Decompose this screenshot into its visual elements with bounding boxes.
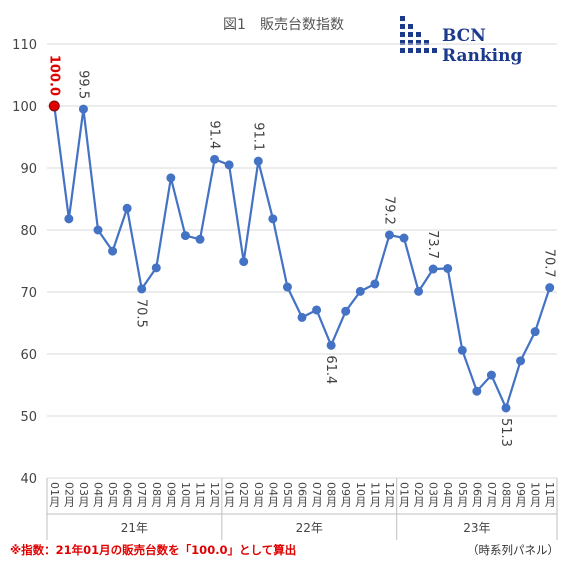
x-tick-label: 04月 [441, 482, 454, 507]
x-tick-label: 07月 [310, 482, 323, 507]
data-point [399, 233, 409, 243]
x-tick-label: 11月 [368, 482, 381, 507]
data-point [486, 370, 496, 380]
data-point [78, 104, 88, 114]
y-tick-label: 100 [12, 100, 37, 115]
y-tick-label: 110 [12, 38, 37, 53]
x-tick-label: 01月 [398, 482, 411, 507]
x-tick-label: 06月 [470, 482, 483, 507]
x-tick-label: 02月 [237, 482, 250, 507]
data-point [501, 403, 511, 413]
x-tick-label: 09月 [339, 482, 352, 507]
x-tick-label: 02月 [412, 482, 425, 507]
year-label: 21年 [121, 521, 148, 535]
y-tick-label: 40 [20, 472, 37, 487]
data-point [530, 327, 540, 337]
data-point [312, 305, 322, 315]
series-line [53, 105, 551, 409]
x-tick-label: 10月 [179, 482, 192, 507]
data-point [48, 100, 60, 112]
x-tick-label: 05月 [456, 482, 469, 507]
data-point [341, 306, 351, 316]
x-tick-label: 06月 [296, 482, 309, 507]
x-tick-label: 11月 [194, 482, 207, 507]
x-tick-label: 11月 [543, 482, 556, 507]
data-label: 91.1 [250, 122, 265, 151]
data-point [151, 263, 161, 273]
year-label: 23年 [463, 521, 490, 535]
x-tick-label: 08月 [500, 482, 513, 507]
x-tick-label: 01月 [48, 482, 61, 507]
year-label: 22年 [296, 521, 323, 535]
x-tick-label: 04月 [92, 482, 105, 507]
data-label: 61.4 [323, 355, 338, 384]
data-label: 70.5 [134, 299, 149, 328]
data-label: 91.4 [207, 120, 222, 149]
data-point [472, 386, 482, 396]
x-tick-label: 10月 [529, 482, 542, 507]
panel-label: （時系列パネル） [467, 543, 559, 557]
x-tick-label: 02月 [62, 482, 75, 507]
data-point [239, 257, 249, 267]
data-point [122, 203, 132, 213]
x-tick-label: 07月 [485, 482, 498, 507]
chart-title: 図1 販売台数指数 [223, 17, 344, 33]
data-point [210, 154, 220, 164]
x-tick-label: 03月 [252, 482, 265, 507]
data-point [516, 356, 526, 366]
data-point [326, 340, 336, 350]
logo-text: BCN Ranking [442, 26, 523, 66]
y-tick-label: 60 [20, 348, 37, 363]
data-point [370, 279, 380, 289]
data-point [297, 312, 307, 322]
data-label: 70.7 [542, 249, 557, 278]
y-tick-label: 80 [20, 224, 37, 239]
x-tick-label: 04月 [266, 482, 279, 507]
x-tick-label: 03月 [427, 482, 440, 507]
x-tick-label: 10月 [354, 482, 367, 507]
data-point [355, 286, 365, 296]
data-point [137, 284, 147, 294]
data-point [195, 234, 205, 244]
data-point [545, 283, 555, 293]
x-tick-label: 08月 [150, 482, 163, 507]
x-tick-label: 08月 [325, 482, 338, 507]
x-tick-label: 12月 [208, 482, 221, 507]
x-tick-label: 12月 [383, 482, 396, 507]
data-label: 51.3 [498, 418, 513, 447]
data-label: 100.0 [46, 55, 61, 96]
x-tick-label: 09月 [164, 482, 177, 507]
data-label: 73.7 [425, 230, 440, 259]
data-point [428, 264, 438, 274]
data-point [282, 282, 292, 292]
footnote: ※指数：21年01月の販売台数を「100.0」として算出 [10, 543, 297, 557]
data-point [180, 231, 190, 241]
x-tick-label: 09月 [514, 482, 527, 507]
x-tick-label: 06月 [121, 482, 134, 507]
data-point [268, 214, 278, 224]
data-point [64, 214, 74, 224]
data-point [443, 263, 453, 273]
data-label: 79.2 [381, 196, 396, 225]
data-point [224, 160, 234, 170]
y-tick-label: 70 [20, 286, 37, 301]
data-point [253, 156, 263, 166]
data-point [166, 173, 176, 183]
data-point [414, 286, 424, 296]
data-point [93, 225, 103, 235]
bcn-grid-logo-icon [400, 16, 437, 53]
x-tick-label: 01月 [223, 482, 236, 507]
x-tick-label: 05月 [106, 482, 119, 507]
x-tick-label: 07月 [135, 482, 148, 507]
data-point [457, 345, 467, 355]
y-tick-label: 50 [20, 410, 37, 425]
data-point [384, 230, 394, 240]
data-label: 99.5 [75, 70, 90, 99]
data-point [108, 246, 118, 256]
x-tick-label: 03月 [77, 482, 90, 507]
y-tick-label: 90 [20, 162, 37, 177]
x-tick-label: 05月 [281, 482, 294, 507]
